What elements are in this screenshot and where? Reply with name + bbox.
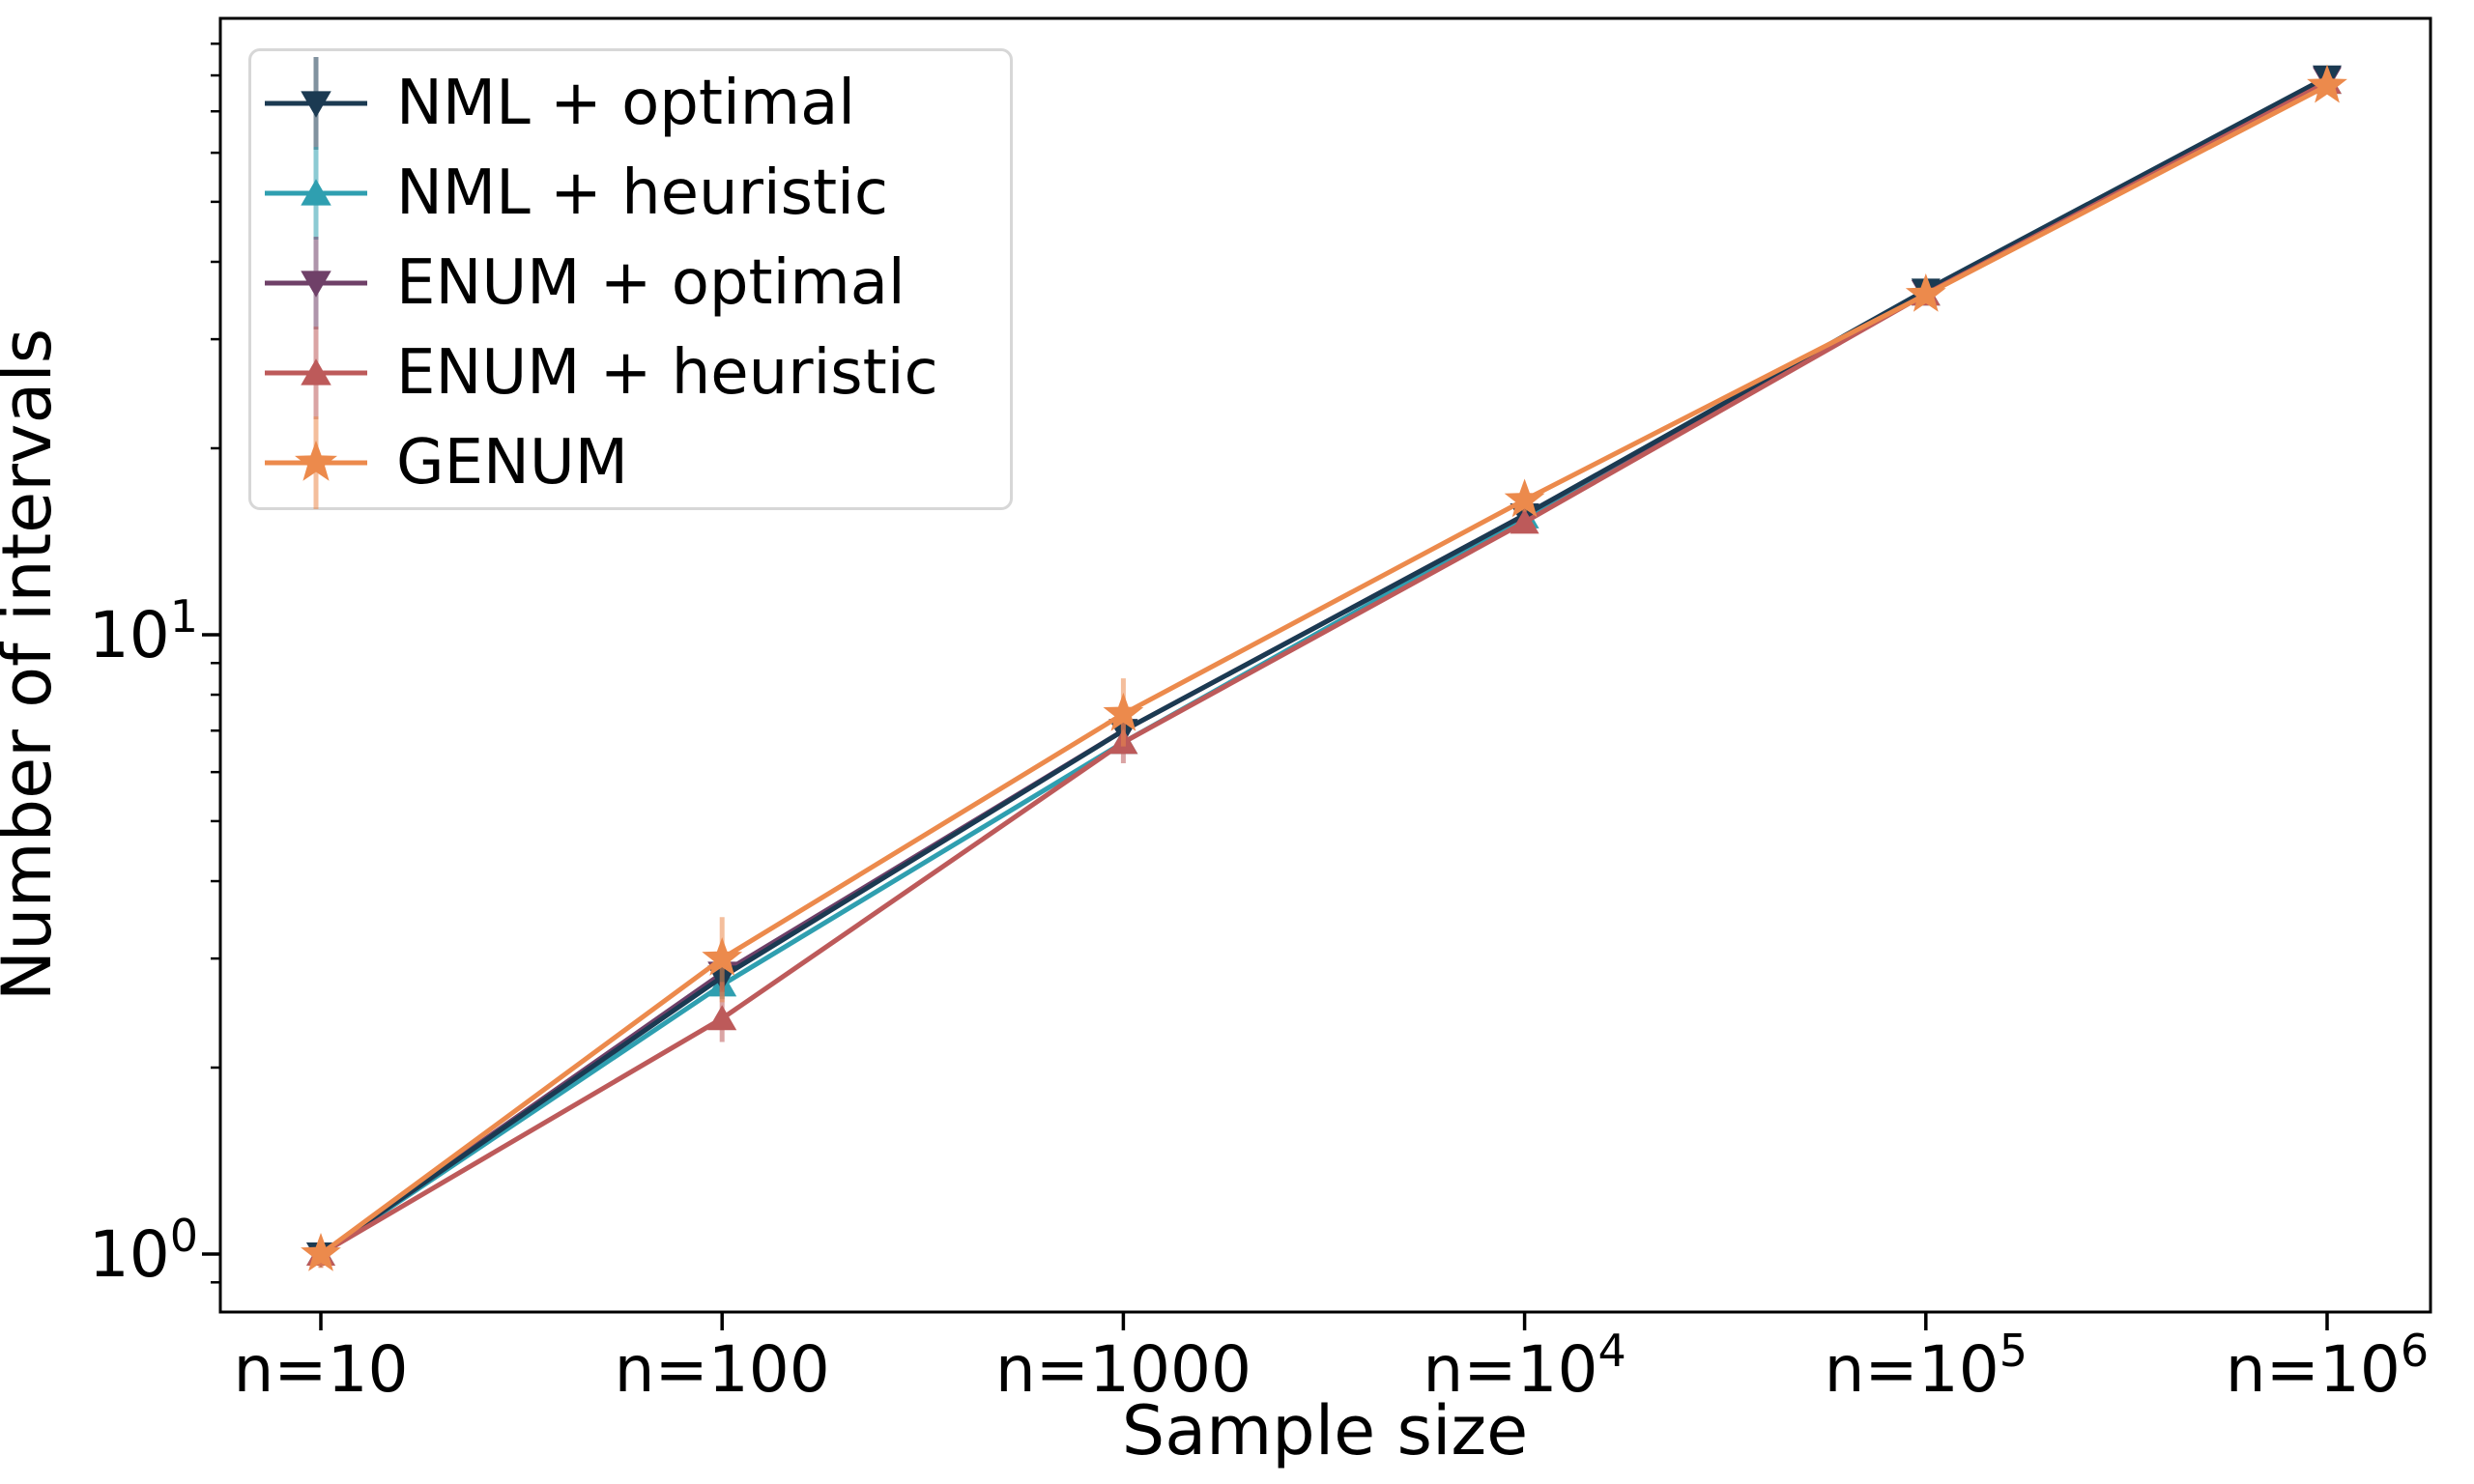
x-tick-label: n=104 [1423,1325,1625,1407]
y-tick-label: 101 [89,590,198,672]
y-axis-label: Number of intervals [0,328,67,1002]
star-marker-icon [295,440,337,481]
legend-item: GENUM [261,415,1010,509]
star-marker-icon [1504,478,1545,518]
legend-errorbar-marker-icon [265,326,367,419]
star-marker-icon [702,937,743,976]
legend-label: NML + optimal [396,68,856,140]
series-line [319,83,2329,1257]
triangle-down-marker-icon [301,271,331,298]
x-axis-label: Sample size [1122,1391,1528,1470]
data-series [301,64,2347,1271]
triangle-up-marker-icon [301,358,331,385]
legend-errorbar-marker-icon [265,236,367,329]
star-marker-icon [1905,273,1946,312]
legend-item: NML + heuristic [261,147,1010,241]
triangle-up-marker-icon [301,179,331,206]
x-tick-label: n=10 [233,1332,408,1407]
y-axis-ticks: 100 101 [89,43,220,1292]
star-marker-icon [2307,64,2347,103]
legend-label: NML + heuristic [396,157,889,230]
legend-label: GENUM [396,426,628,499]
plot-area [218,16,2432,1314]
series-line [319,74,2329,1257]
x-axis-ticks: n=10 n=100 n=1000 n=104 n=105 n=106 [233,1312,2429,1407]
y-tick-label: 100 [89,1210,198,1292]
legend-errorbar-marker-icon [265,415,367,509]
star-marker-icon [301,1233,341,1271]
x-tick-label: n=105 [1825,1325,2028,1407]
x-tick-label: n=1000 [995,1332,1251,1407]
legend-label: ENUM + heuristic [396,336,938,409]
series-genum [301,64,2347,1271]
x-tick-label: n=106 [2226,1325,2429,1407]
legend-item: ENUM + optimal [261,236,1010,329]
legend: NML + optimal NML + heuristic ENUM + opt… [248,48,1013,510]
legend-errorbar-marker-icon [265,147,367,241]
legend-label: ENUM + optimal [396,246,906,319]
star-marker-icon [1103,692,1144,731]
triangle-up-marker-icon [1510,508,1539,534]
triangle-down-marker-icon [301,91,331,119]
legend-item: NML + optimal [261,57,1010,151]
triangle-up-marker-icon [707,1005,737,1031]
x-tick-label: n=100 [615,1332,830,1407]
legend-errorbar-marker-icon [265,57,367,151]
legend-item: ENUM + heuristic [261,326,1010,419]
